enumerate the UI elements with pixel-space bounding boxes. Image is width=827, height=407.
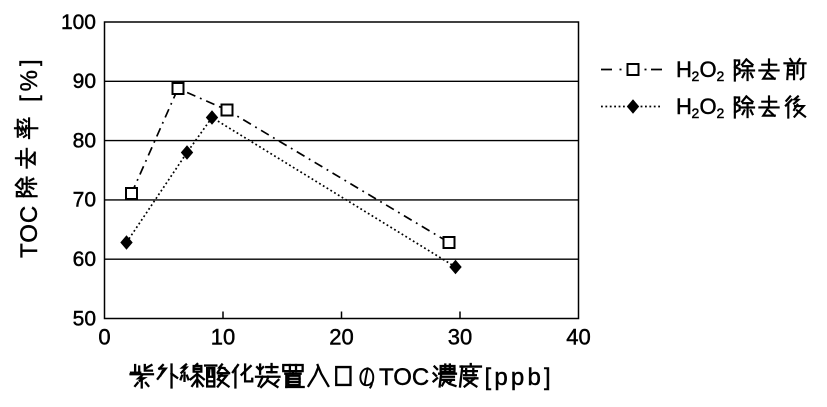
svg-text:50: 50 (73, 307, 96, 330)
svg-text:70: 70 (73, 189, 96, 212)
svg-text:2: 2 (717, 105, 725, 121)
svg-text:[%]: [%] (16, 55, 43, 102)
svg-text:30: 30 (448, 325, 472, 350)
svg-text:H: H (676, 94, 692, 119)
svg-text:10: 10 (211, 325, 235, 350)
svg-text:TOC: TOC (16, 205, 43, 258)
svg-text:100: 100 (61, 11, 96, 34)
svg-text:2: 2 (692, 68, 700, 84)
svg-text:40: 40 (566, 325, 590, 350)
svg-text:TOC: TOC (379, 364, 429, 391)
svg-text:2: 2 (692, 105, 700, 121)
svg-text:90: 90 (73, 70, 96, 93)
svg-text:60: 60 (73, 248, 96, 271)
svg-text:O: O (700, 94, 717, 119)
svg-text:[ppb]: [ppb] (485, 364, 554, 391)
svg-text:2: 2 (717, 68, 725, 84)
svg-text:20: 20 (329, 325, 353, 350)
svg-text:0: 0 (98, 325, 110, 350)
svg-text:80: 80 (73, 129, 96, 152)
svg-text:H: H (676, 57, 692, 82)
svg-text:O: O (700, 57, 717, 82)
